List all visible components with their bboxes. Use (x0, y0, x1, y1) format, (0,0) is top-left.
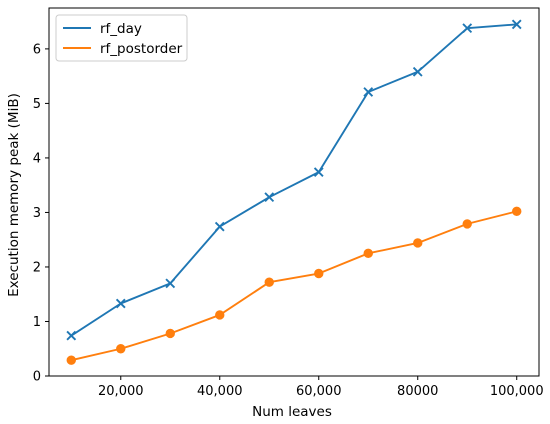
legend-box (55, 14, 188, 62)
legend-item-rf_postorder: rf_postorder (63, 41, 183, 57)
data-point-rf_postorder (363, 248, 373, 259)
y-axis-label: Execution memory peak (MiB) (6, 93, 22, 297)
marker-stroke (115, 298, 126, 309)
x-tick-label: 40,000 (197, 384, 243, 399)
x-axis-label: Num leaves (252, 404, 332, 420)
y-tick-label: 2 (33, 260, 41, 275)
data-point-rf_day (165, 278, 176, 289)
axes-frame (48, 7, 540, 377)
series-line-rf_postorder (70, 210, 518, 362)
data-point-rf_postorder (116, 344, 126, 354)
data-point-rf_day (66, 330, 77, 341)
legend-label: rf_day (100, 21, 142, 37)
data-point-rf_day (462, 23, 473, 34)
y-tick-label: 1 (33, 315, 41, 330)
data-point-rf_postorder (215, 310, 225, 320)
marker-stroke (66, 330, 77, 341)
plot-area (66, 19, 522, 365)
y-tick-label: 4 (33, 151, 41, 166)
marker-stroke (462, 23, 473, 34)
data-point-rf_day (511, 19, 522, 30)
marker-stroke (511, 19, 522, 30)
marker-stroke (214, 221, 225, 232)
x-tick-label: 80000 (397, 384, 438, 399)
marker-stroke (412, 66, 423, 77)
series-line-rf_day (69, 23, 518, 337)
marker-stroke (264, 192, 275, 203)
data-point-rf_postorder (462, 219, 472, 229)
data-point-rf_postorder (66, 355, 76, 365)
data-point-rf_postorder (512, 206, 522, 217)
x-tick-label: 100,000 (490, 384, 544, 399)
data-point-rf_postorder (165, 328, 175, 339)
legend-label: rf_postorder (100, 41, 183, 57)
data-point-rf_postorder (413, 238, 423, 248)
data-point-rf_day (412, 66, 423, 77)
y-tick-label: 5 (33, 97, 41, 112)
data-point-rf_day (115, 298, 126, 309)
data-point-rf_day (214, 221, 225, 232)
marker-stroke (165, 278, 176, 289)
marker-stroke (313, 167, 324, 177)
legend: rf_day rf_postorder (55, 14, 188, 62)
x-tick-label: 20,000 (98, 384, 144, 399)
data-point-rf_day (264, 192, 275, 203)
legend-item-rf_day: rf_day (63, 21, 142, 37)
x-tick-label: 60,000 (296, 384, 342, 399)
data-point-rf_postorder (264, 277, 274, 287)
data-point-rf_day (363, 87, 374, 97)
y-tick-label: 3 (33, 206, 41, 221)
data-point-rf_postorder (314, 268, 324, 279)
axes: 0 1 2 3 4 5 6 20,000 40,000 60,000 80000 100,000 (33, 7, 544, 399)
marker-stroke (363, 87, 374, 97)
y-tick-label: 6 (33, 42, 41, 57)
y-tick-label: 0 (33, 370, 41, 385)
data-point-rf_day (313, 167, 324, 177)
